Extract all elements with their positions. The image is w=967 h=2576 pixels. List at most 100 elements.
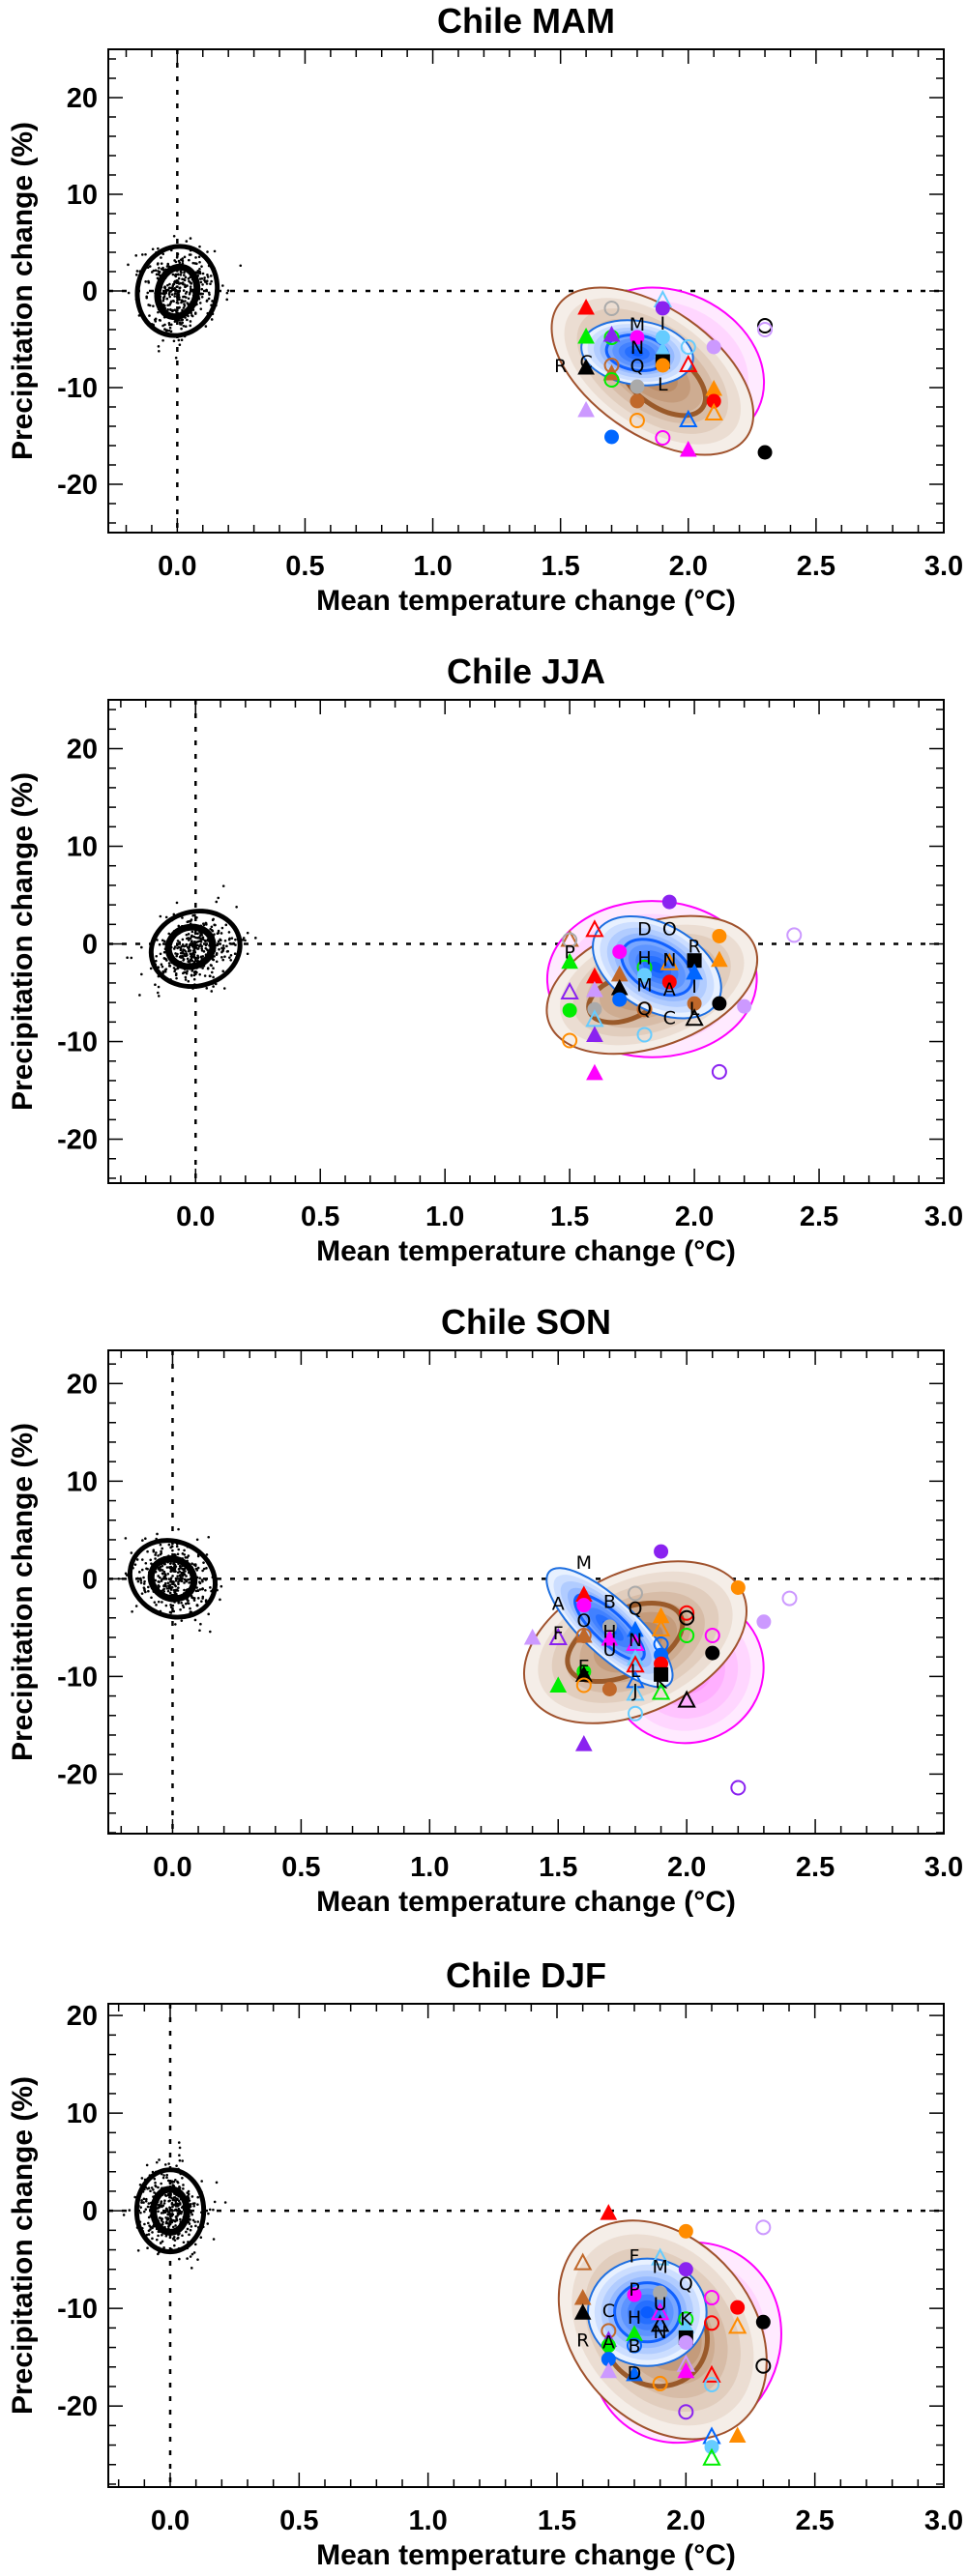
- model-letter-label: K: [680, 2308, 692, 2330]
- control-sample-dot: [203, 276, 206, 279]
- chart-title: Chile DJF: [446, 1955, 606, 1995]
- model-letter-label: C: [663, 1007, 676, 1028]
- control-sample-dot: [167, 2162, 170, 2165]
- control-sample-dot: [174, 275, 178, 278]
- control-sample-dot: [199, 2236, 203, 2239]
- control-sample-dot: [162, 940, 166, 943]
- control-sample-dot: [227, 931, 231, 934]
- panel-chile-son: Chile SON Mean temperature change (°C) Pre…: [7, 1302, 963, 1918]
- control-sample-dot: [170, 1586, 174, 1589]
- control-sample-dot: [166, 308, 169, 311]
- model-marker-triangle: [601, 1629, 619, 1646]
- control-sample-dot: [189, 1606, 191, 1610]
- model-marker-triangle: [548, 1627, 568, 1645]
- control-sample-dot: [173, 1591, 177, 1595]
- control-sample-dot: [187, 920, 190, 923]
- control-sample-dot: [200, 955, 203, 959]
- y-tick-label: 10: [67, 832, 98, 863]
- model-letter-label: L: [658, 374, 668, 395]
- control-sample-dot: [166, 283, 169, 287]
- control-sample-dot: [144, 2199, 148, 2203]
- model-letter-label: Q: [679, 2273, 693, 2295]
- control-sample-dot: [122, 2214, 126, 2216]
- model-marker-circle: [679, 1605, 695, 1621]
- control-sample-dot: [157, 246, 160, 250]
- control-sample-dot: [142, 2210, 146, 2214]
- control-sample-dot: [146, 1567, 149, 1571]
- control-sample-dot: [192, 1599, 196, 1602]
- control-sample-dot: [166, 1572, 170, 1576]
- control-sample-dot: [190, 2225, 193, 2228]
- control-sample-dot: [164, 915, 168, 919]
- control-sample-dot: [133, 2195, 136, 2199]
- x-tick-label: 1.5: [542, 551, 580, 582]
- control-sample-dot: [198, 1581, 202, 1585]
- control-sample-dot: [156, 991, 160, 995]
- control-sample-dot: [181, 2159, 185, 2162]
- control-sample-dot: [209, 1630, 212, 1634]
- model-marker-circle: [576, 1598, 592, 1613]
- control-sample-dot: [196, 932, 199, 936]
- control-sample-dot: [173, 945, 177, 948]
- control-sample-dot: [170, 1545, 174, 1548]
- model-marker-circle: [652, 2375, 668, 2391]
- control-sample-dot: [183, 277, 186, 281]
- control-sample-dot: [182, 306, 186, 309]
- control-sample-dot: [182, 958, 186, 961]
- control-sample-dot: [220, 926, 224, 930]
- control-sample-dot: [174, 356, 178, 360]
- control-sample-dot: [193, 2220, 196, 2223]
- control-sample-dot: [176, 1552, 180, 1556]
- model-marker-triangle: [600, 2361, 618, 2379]
- model-marker-triangle: [679, 409, 698, 427]
- control-sample-dot: [162, 297, 165, 301]
- control-sample-dot: [168, 1583, 172, 1587]
- control-sample-dot: [166, 1581, 170, 1585]
- control-sample-dot: [189, 287, 192, 291]
- control-sample-dot: [147, 1589, 150, 1593]
- control-sample-dot: [186, 970, 189, 973]
- control-sample-dot: [164, 2216, 167, 2219]
- model-marker-circle: [737, 999, 752, 1014]
- control-sample-dot: [229, 959, 233, 962]
- y-tick-label: 20: [67, 83, 98, 114]
- control-sample-dot: [184, 1570, 187, 1573]
- control-sample-dot: [150, 1562, 153, 1565]
- control-sample-dot: [206, 2222, 210, 2225]
- control-sample-dot: [179, 2217, 182, 2221]
- control-sample-dot: [246, 952, 249, 956]
- control-sample-dot: [194, 936, 197, 940]
- panel-chile-mam: Chile MAM Mean temperature change (°C) Pre…: [7, 1, 963, 617]
- model-marker-circle: [612, 944, 628, 960]
- control-sample-dot: [220, 932, 223, 935]
- chart-title: Chile SON: [441, 1302, 611, 1342]
- control-sample-dot: [209, 927, 212, 931]
- x-tick-label: 1.0: [409, 2505, 448, 2536]
- control-sample-dot: [183, 295, 187, 299]
- control-sample-dot: [138, 2183, 142, 2186]
- control-sample-dot: [156, 276, 160, 280]
- control-sample-dot: [184, 978, 188, 981]
- control-sample-dot: [176, 2202, 180, 2206]
- control-sample-dot: [191, 944, 195, 948]
- control-sample-dot: [221, 284, 224, 287]
- control-sample-dot: [173, 1567, 177, 1570]
- control-sample-dot: [224, 923, 228, 927]
- control-sample-dot: [177, 276, 181, 280]
- model-marker-circle: [730, 1579, 746, 1595]
- model-marker-triangle: [573, 2252, 593, 2271]
- control-sample-dot: [185, 240, 189, 243]
- control-sample-dot: [178, 343, 182, 346]
- control-sample-dot: [160, 2216, 162, 2220]
- control-sample-dot: [161, 1572, 164, 1576]
- model-letter-label: H: [602, 1622, 616, 1643]
- control-sample-dot: [155, 1551, 158, 1554]
- control-sample-dot: [192, 977, 196, 981]
- model-marker-triangle: [573, 2303, 592, 2320]
- control-sample-dot: [219, 1598, 221, 1602]
- control-sample-dot: [200, 946, 203, 950]
- control-sample-dot: [137, 1571, 141, 1574]
- control-sample-dot: [140, 1558, 144, 1561]
- blue-core-contour: [573, 1593, 646, 1663]
